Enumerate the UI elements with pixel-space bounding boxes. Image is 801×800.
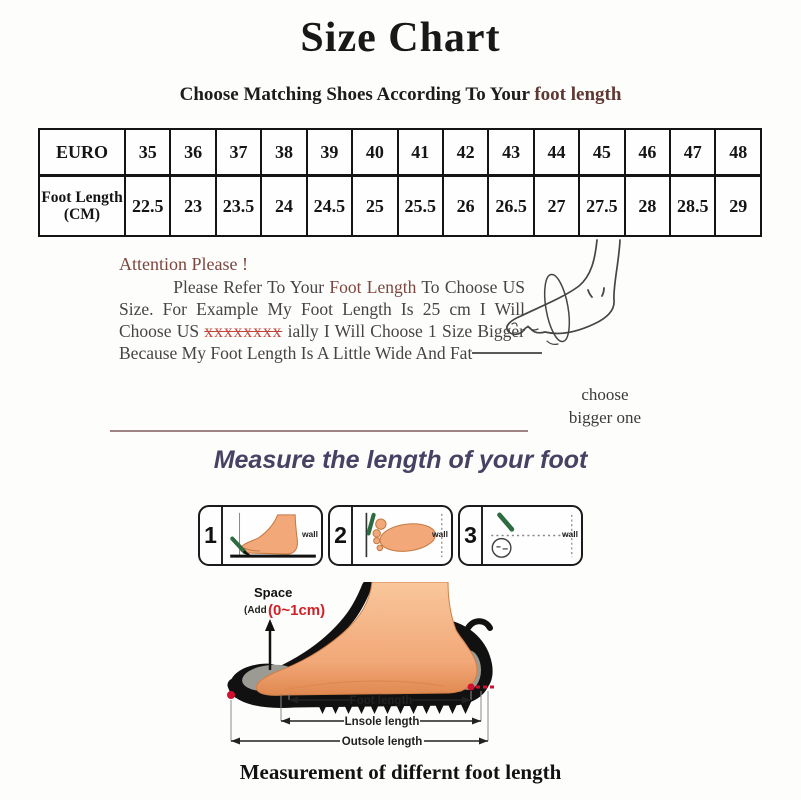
- euro-cell: 37: [214, 128, 263, 177]
- space-add-label: (Add: [244, 605, 267, 616]
- cm-cell: 23.5: [214, 174, 263, 237]
- euro-cell: 42: [441, 128, 490, 177]
- sketch-caption-line1: choose: [581, 385, 629, 404]
- insole-length-label: Lnsole length: [345, 716, 420, 728]
- cm-cell: 25.5: [396, 174, 444, 237]
- measure-step-3: 3 wall: [458, 505, 583, 566]
- euro-cell: 45: [578, 128, 626, 177]
- foot-length-header-cell: Foot Length (CM): [38, 174, 126, 237]
- toe-marker-dot: [227, 691, 235, 699]
- heel-marker-dot: [467, 683, 475, 691]
- measure-step-2: 2 wall: [328, 505, 453, 566]
- attention-body: Please Refer To Your Foot Length To Choo…: [119, 277, 525, 365]
- cm-cell: 27: [532, 174, 581, 237]
- section-divider: [110, 430, 528, 432]
- cm-cell: 24.5: [305, 174, 354, 237]
- space-label: Space: [254, 585, 292, 600]
- cm-cell: 26.5: [487, 174, 535, 237]
- step1-foot-side-illustration: [230, 512, 316, 558]
- space-arrow: [265, 619, 275, 631]
- subtitle: Choose Matching Shoes According To Your …: [0, 84, 801, 106]
- cm-cell: 24: [260, 174, 308, 237]
- euro-cell: 43: [487, 128, 535, 177]
- cm-cell: 27.5: [578, 174, 626, 237]
- euro-cell: 44: [532, 128, 581, 177]
- attention-redacted-text: xxxxxxxx: [204, 320, 283, 341]
- euro-cell: 47: [669, 128, 717, 177]
- cm-cell: 28.5: [669, 174, 717, 237]
- euro-cell: 39: [305, 128, 354, 177]
- cm-cell: 28: [623, 174, 672, 237]
- step-number: 3: [460, 507, 483, 564]
- attention-title: Attention Please !: [119, 254, 248, 274]
- page-title: Size Chart: [300, 15, 501, 61]
- foot-in-shoe-measurement-diagram: Space (Add (0~1cm) Foot len: [227, 582, 497, 748]
- table-row-euro: EURO 35 36 37 38 39 40 41 42 43 44 45 46…: [38, 128, 762, 177]
- sketch-leader-line: [472, 352, 542, 354]
- measure-step-1: 1 wall: [198, 505, 323, 566]
- measure-steps: 1 wall 2 wall: [198, 505, 583, 566]
- euro-cell: 35: [123, 128, 172, 177]
- euro-cell: 46: [623, 128, 672, 177]
- wall-label: wall: [431, 529, 448, 539]
- step-number: 1: [200, 507, 223, 564]
- foot-length-label: Foot length: [350, 695, 413, 707]
- bottom-caption: Measurement of differnt foot length: [239, 760, 562, 784]
- foot-illustration: [255, 582, 478, 696]
- sketch-caption-line2: bigger one: [568, 407, 642, 427]
- euro-cell: 48: [714, 128, 762, 177]
- measure-section-heading: Measure the length of your foot: [213, 446, 588, 474]
- step2-foot-sole-illustration: [365, 512, 443, 558]
- euro-cell: 41: [396, 128, 444, 177]
- wall-label: wall: [301, 529, 318, 539]
- attention-text-part: To Choose US Size. For Example My Foot L…: [119, 277, 525, 341]
- tiptoe-foot-sketch: [506, 239, 621, 345]
- cm-cell: 22.5: [123, 174, 172, 237]
- attention-text-part: Please Refer To Your: [173, 277, 330, 297]
- space-range-label: (0~1cm): [268, 602, 325, 619]
- cm-cell: 26: [441, 174, 490, 237]
- attention-foot-length-highlight: Foot Length: [329, 277, 417, 297]
- step3-measuring-illustration: [491, 512, 573, 558]
- euro-header-cell: EURO: [38, 128, 126, 177]
- cm-cell: 25: [351, 174, 399, 237]
- euro-cell: 40: [351, 128, 399, 177]
- sketch-caption: choose bigger one: [538, 384, 672, 430]
- attention-note: Attention Please ! Please Refer To Your …: [119, 254, 525, 365]
- shoe-tread: [316, 700, 472, 714]
- cm-cell: 23: [169, 174, 217, 237]
- size-table: EURO 35 36 37 38 39 40 41 42 43 44 45 46…: [38, 128, 762, 237]
- attention-text-part: ially I Will Choose 1 Size Bigger Becaus…: [119, 320, 525, 363]
- wall-label: wall: [561, 529, 578, 539]
- subtitle-prefix: Choose Matching Shoes According To Your: [179, 84, 535, 105]
- euro-cell: 36: [169, 128, 217, 177]
- step-number: 2: [330, 507, 353, 564]
- euro-cell: 38: [260, 128, 308, 177]
- subtitle-highlight: foot length: [534, 84, 622, 105]
- table-row-foot-length: Foot Length (CM) 22.5 23 23.5 24 24.5 25…: [38, 174, 762, 237]
- outsole-length-label: Outsole length: [342, 736, 423, 748]
- cm-cell: 29: [714, 174, 762, 237]
